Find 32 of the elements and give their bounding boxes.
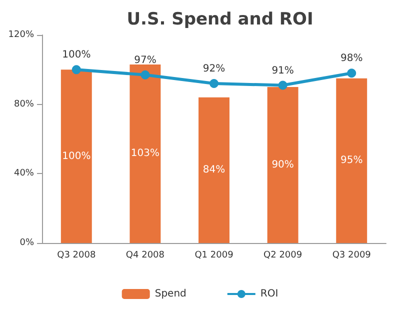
legend-label: ROI bbox=[260, 288, 278, 300]
legend-label: Spend bbox=[154, 288, 186, 300]
data-label: 103% bbox=[130, 148, 160, 160]
bar bbox=[198, 97, 230, 243]
y-tick-label: 80% bbox=[14, 99, 34, 110]
data-label: 84% bbox=[202, 164, 226, 176]
x-tick-label: Q4 2008 bbox=[126, 250, 165, 260]
point bbox=[72, 65, 81, 74]
data-label: 90% bbox=[272, 160, 294, 170]
point bbox=[210, 79, 218, 88]
data-label: 97% bbox=[134, 54, 156, 66]
y-tick-label: 120% bbox=[8, 30, 34, 40]
x-tick-label: Q1 2009 bbox=[194, 250, 234, 260]
y-tick-label: 0% bbox=[20, 238, 34, 248]
x-tick-label: Q3 2009 bbox=[332, 250, 372, 260]
data-label: 92% bbox=[202, 64, 226, 75]
x-tick-label: Q2 2009 bbox=[264, 250, 302, 260]
point bbox=[140, 70, 150, 80]
bar bbox=[60, 70, 92, 243]
point bbox=[278, 80, 288, 90]
point bbox=[347, 68, 356, 78]
bar bbox=[130, 64, 161, 243]
data-label: 91% bbox=[272, 65, 294, 76]
data-label: 95% bbox=[340, 155, 363, 166]
y-tick-label: 40% bbox=[14, 168, 34, 179]
bar bbox=[267, 87, 298, 243]
data-label: 100% bbox=[62, 50, 91, 61]
bar bbox=[336, 78, 368, 243]
x-tick-label: Q3 2008 bbox=[57, 250, 96, 260]
chart-title: U.S. Spend and ROI bbox=[126, 10, 314, 30]
data-label: 98% bbox=[340, 53, 363, 64]
data-label: 100% bbox=[62, 150, 91, 162]
